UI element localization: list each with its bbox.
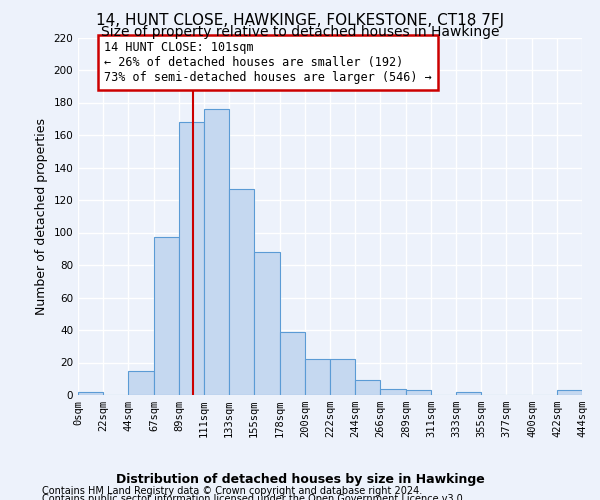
Bar	[380, 388, 406, 395]
Bar	[330, 359, 355, 395]
Bar	[406, 390, 431, 395]
Bar	[128, 370, 154, 395]
Bar	[456, 392, 481, 395]
Text: 14 HUNT CLOSE: 101sqm
← 26% of detached houses are smaller (192)
73% of semi-det: 14 HUNT CLOSE: 101sqm ← 26% of detached …	[104, 41, 432, 84]
Bar	[254, 252, 280, 395]
Text: Contains public sector information licensed under the Open Government Licence v3: Contains public sector information licen…	[42, 494, 466, 500]
Text: 14, HUNT CLOSE, HAWKINGE, FOLKESTONE, CT18 7FJ: 14, HUNT CLOSE, HAWKINGE, FOLKESTONE, CT…	[96, 12, 504, 28]
Text: Size of property relative to detached houses in Hawkinge: Size of property relative to detached ho…	[101, 25, 499, 39]
Y-axis label: Number of detached properties: Number of detached properties	[35, 118, 48, 315]
Bar	[179, 122, 204, 395]
Bar	[305, 359, 330, 395]
Bar	[280, 332, 305, 395]
Text: Distribution of detached houses by size in Hawkinge: Distribution of detached houses by size …	[116, 472, 484, 486]
Text: Contains HM Land Registry data © Crown copyright and database right 2024.: Contains HM Land Registry data © Crown c…	[42, 486, 422, 496]
Bar	[355, 380, 380, 395]
Bar	[154, 238, 179, 395]
Bar	[557, 390, 582, 395]
Bar	[229, 188, 254, 395]
Bar	[204, 109, 229, 395]
Bar	[78, 392, 103, 395]
